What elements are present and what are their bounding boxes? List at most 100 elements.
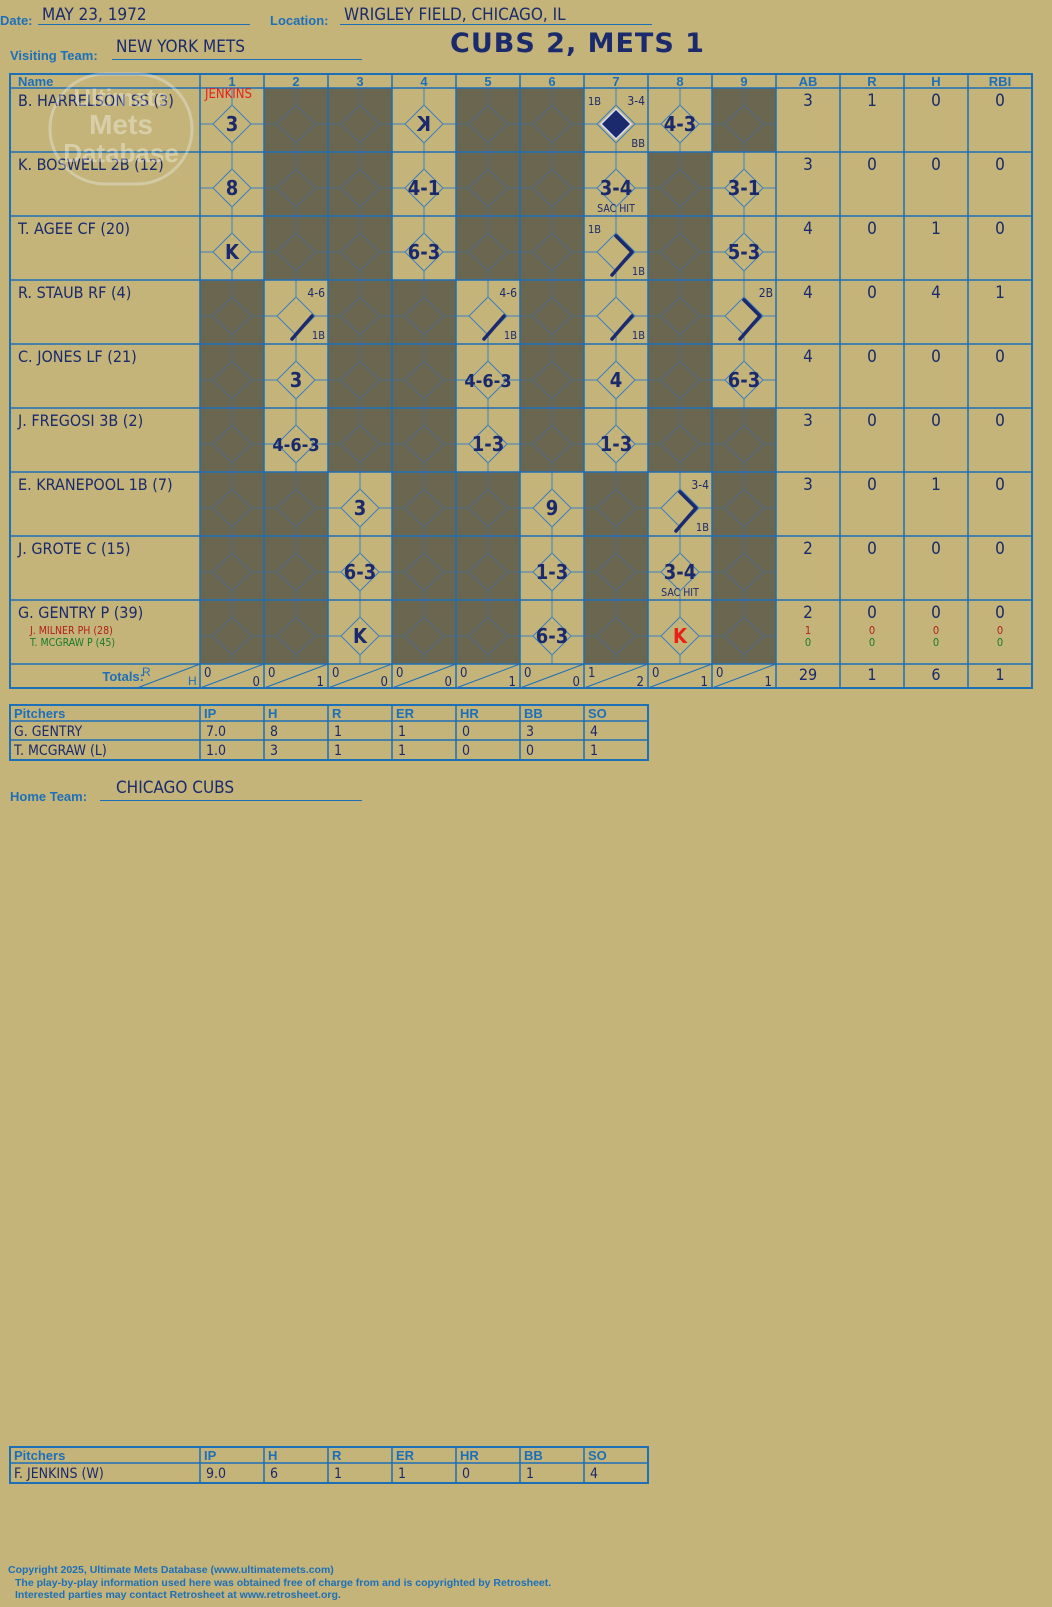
stat-ab: 3 <box>803 91 813 111</box>
base-diamond <box>468 232 508 272</box>
base-diamond <box>660 616 700 656</box>
play-result: 3-4 <box>600 176 633 200</box>
pitcher-col-bb: BB <box>524 1448 543 1463</box>
player-name: C. JONES LF (21) <box>18 347 137 366</box>
base-diamond <box>212 168 252 208</box>
base-diamond <box>212 232 252 272</box>
inning-hits: 1 <box>765 675 772 690</box>
pitcher-change-label: JENKINS <box>204 87 252 102</box>
inning-total-divider <box>327 663 393 689</box>
column-header-r: R <box>867 74 877 89</box>
inning-runs: 1 <box>588 666 595 681</box>
play-note: 1B <box>312 329 325 342</box>
stat-rbi: 0 <box>995 347 1005 367</box>
base-diamond <box>532 104 572 144</box>
stat-h: 0 <box>931 91 941 111</box>
pitcher-col-bb: BB <box>524 706 543 721</box>
base-diamond <box>468 360 508 400</box>
hits-label: H <box>188 674 197 688</box>
substitute-stat: 1 <box>805 624 811 637</box>
pitcher-stat: 1 <box>398 1466 406 1482</box>
base-diamond <box>532 232 572 272</box>
column-header-8: 8 <box>676 74 683 89</box>
inning-runs: 0 <box>460 666 467 681</box>
inning-hits: 1 <box>317 675 324 690</box>
pitcher-col-r: R <box>332 706 342 721</box>
home-underline <box>100 800 362 801</box>
base-diamond <box>404 424 444 464</box>
inning-total-divider <box>519 663 585 689</box>
inning-runs: 0 <box>652 666 659 681</box>
base-diamond <box>212 616 252 656</box>
inning-runs: 0 <box>268 666 275 681</box>
base-diamond <box>596 488 636 528</box>
play-result: 3-4 <box>664 560 697 584</box>
pitcher-col-hr: HR <box>460 1448 479 1463</box>
base-diamond <box>340 616 380 656</box>
visiting-team-name: NEW YORK METS <box>116 37 245 57</box>
player-name: R. STAUB RF (4) <box>18 283 131 302</box>
column-header-1: 1 <box>228 74 235 89</box>
play-note: 1B <box>632 265 645 278</box>
base-diamond <box>468 488 508 528</box>
player-name: K. BOSWELL 2B (12) <box>18 155 164 174</box>
base-diamond <box>532 168 572 208</box>
pitcher-col-er: ER <box>396 706 415 721</box>
base-diamond <box>660 552 700 592</box>
base-diamond <box>596 616 636 656</box>
play-result: 6-3 <box>536 624 569 648</box>
substitute-stat: 0 <box>933 636 939 649</box>
pitcher-col-h: H <box>268 706 277 721</box>
stat-r: 1 <box>867 91 877 111</box>
base-diamond <box>724 232 764 272</box>
base-diamond <box>212 360 252 400</box>
stat-h: 0 <box>931 539 941 559</box>
run-scored-diamond <box>599 107 633 141</box>
substitute-stat: 0 <box>997 636 1003 649</box>
pitcher-stat: 0 <box>462 743 470 759</box>
inning-hits: 1 <box>701 675 708 690</box>
home-team-label: Home Team: <box>10 789 88 804</box>
pitcher-stat: 0 <box>462 1466 470 1482</box>
stat-ab: 3 <box>803 411 813 431</box>
base-diamond <box>340 360 380 400</box>
base-diamond <box>724 360 764 400</box>
date-underline <box>38 24 250 25</box>
pitcher-col-hr: HR <box>460 706 479 721</box>
play-result: 4-1 <box>408 176 441 200</box>
inning-hits: 0 <box>381 675 388 690</box>
base-diamond <box>404 232 444 272</box>
base-diamond <box>468 424 508 464</box>
play-note: 1B <box>696 521 709 534</box>
stat-ab: 3 <box>803 475 813 495</box>
player-name: B. HARRELSON SS (3) <box>18 91 174 110</box>
pitcher-stat: 4 <box>590 724 598 740</box>
base-path <box>290 314 314 341</box>
stat-rbi: 0 <box>995 475 1005 495</box>
pitcher-name: T. MCGRAW (L) <box>13 743 107 759</box>
substitute-stat: 0 <box>933 624 939 637</box>
play-result: K <box>353 624 368 648</box>
base-diamond <box>276 168 316 208</box>
pitcher-stat: 1 <box>590 743 598 759</box>
base-diamond <box>404 104 444 144</box>
base-diamond <box>340 488 380 528</box>
base-diamond <box>468 616 508 656</box>
watermark-text: Ultimate <box>74 85 169 112</box>
stat-h: 1 <box>931 219 941 239</box>
base-diamond <box>404 552 444 592</box>
column-header-rbi: RBI <box>989 74 1011 89</box>
inning-runs: 0 <box>396 666 403 681</box>
play-result: 4-3 <box>664 112 697 136</box>
pitchers-header: Pitchers <box>14 706 65 721</box>
pitcher-stat: 1 <box>334 743 342 759</box>
base-diamond <box>596 104 636 144</box>
base-diamond <box>340 296 380 336</box>
pitcher-col-ip: IP <box>204 706 217 721</box>
pitcher-col-so: SO <box>588 1448 607 1463</box>
base-diamond <box>532 360 572 400</box>
base-diamond <box>212 424 252 464</box>
base-diamond <box>660 424 700 464</box>
play-result: K <box>416 112 431 136</box>
pitcher-stat: 0 <box>526 743 534 759</box>
